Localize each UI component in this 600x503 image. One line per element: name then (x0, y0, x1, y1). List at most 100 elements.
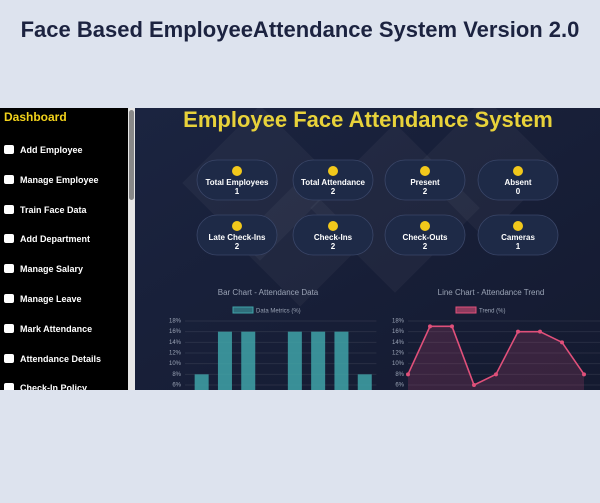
stat-card[interactable] (196, 159, 278, 201)
y-tick-label: 14% (392, 340, 405, 346)
scroll-thumb[interactable] (129, 110, 134, 200)
icon (4, 234, 14, 244)
sidebar-item[interactable]: Manage Salary (4, 264, 83, 274)
point (450, 324, 454, 329)
stat-card[interactable] (384, 214, 466, 256)
point (472, 383, 476, 387)
icon (4, 383, 14, 390)
point (538, 329, 542, 334)
card-value: 2 (331, 187, 336, 196)
icon (4, 353, 14, 363)
card-icon (513, 166, 523, 176)
sidebar-label: Manage Leave (20, 294, 82, 304)
legend-swatch (232, 306, 254, 314)
icon (4, 323, 14, 333)
card-value: 2 (235, 242, 240, 251)
y-tick-label: 14% (169, 340, 182, 346)
point (406, 372, 410, 377)
icon (4, 264, 14, 274)
card-label: Check-Outs (403, 233, 448, 242)
sidebar-item[interactable]: Attendance Details (4, 353, 102, 364)
bar (357, 374, 372, 390)
stat-card[interactable] (477, 214, 559, 256)
icon (4, 145, 14, 154)
card-label: Total Attendance (301, 178, 366, 187)
card-label: Absent (504, 178, 531, 187)
icon (4, 174, 14, 184)
card-label: Late Check-Ins (209, 233, 266, 242)
point (428, 324, 432, 329)
sidebar-item[interactable]: Train Face Data (4, 204, 87, 215)
sidebar-item[interactable]: Mark Attendance (4, 323, 93, 334)
bar (241, 331, 256, 390)
legend-swatch (455, 306, 477, 314)
bar (287, 331, 302, 390)
main-title: Employee Face Attendance System (183, 108, 553, 132)
card-value: 1 (235, 187, 240, 196)
y-tick-label: 8% (172, 372, 181, 378)
card-icon (513, 221, 523, 231)
card-label: Cameras (501, 233, 535, 242)
legend-label: Trend (%) (479, 309, 505, 315)
point (516, 329, 520, 334)
sidebar-item[interactable]: Add Department (4, 234, 90, 244)
y-tick-label: 6% (395, 383, 404, 389)
line-area (408, 326, 584, 390)
y-tick-label: 12% (392, 351, 405, 357)
bar (334, 331, 349, 390)
page-title: Face Based EmployeeAttendance System Ver… (20, 17, 580, 42)
scrollbar[interactable] (128, 108, 135, 390)
sidebar-label: Add Employee (20, 145, 83, 155)
sidebar-item[interactable]: Manage Employee (4, 174, 99, 185)
icon (4, 294, 14, 303)
sidebar-label: Attendance Details (20, 353, 102, 364)
card-value: 2 (423, 187, 428, 196)
chart-title: Line Chart - Attendance Trend (438, 288, 545, 297)
stat-card[interactable] (477, 159, 559, 201)
bar (194, 374, 209, 390)
stat-card[interactable] (292, 159, 374, 201)
sidebar-label: Mark Attendance (20, 323, 93, 334)
sidebar-item[interactable]: Manage Leave (4, 294, 82, 304)
y-tick-label: 18% (169, 319, 182, 325)
card-icon (328, 166, 338, 176)
bar (217, 331, 232, 390)
stat-card[interactable] (196, 214, 278, 256)
stat-card[interactable] (292, 214, 374, 256)
card-icon (328, 221, 338, 231)
y-tick-label: 18% (392, 319, 405, 325)
card-value: 0 (516, 187, 521, 196)
sidebar-item[interactable]: Check-In Policy (4, 383, 87, 390)
app-screenshot: Dashboard Add Employee Manage Employee Tra… (0, 108, 600, 390)
y-tick-label: 10% (392, 361, 405, 367)
sidebar-label: Add Department (20, 234, 91, 245)
y-tick-label: 16% (392, 329, 405, 335)
sidebar-label: Manage Salary (20, 264, 84, 275)
icon (4, 204, 14, 214)
dashboard-main: Employee Face Attendance System Total Em… (135, 108, 600, 390)
point (494, 372, 498, 377)
sidebar-title[interactable]: Dashboard (4, 110, 67, 124)
card-icon (420, 221, 430, 231)
legend-label: Data Metrics (%) (256, 309, 301, 315)
card-label: Total Employees (206, 178, 270, 187)
sidebar-item[interactable]: Add Employee (4, 145, 83, 155)
card-value: 1 (516, 242, 521, 251)
point (582, 372, 586, 377)
point (560, 340, 564, 345)
stat-card[interactable] (384, 159, 466, 201)
sidebar-label: Manage Employee (20, 174, 99, 185)
card-label: Present (410, 178, 440, 187)
sidebar: Dashboard Add Employee Manage Employee Tra… (0, 108, 128, 390)
card-icon (420, 166, 430, 176)
y-tick-label: 10% (169, 361, 182, 367)
card-value: 2 (423, 242, 428, 251)
y-tick-label: 12% (169, 351, 182, 357)
chart-title: Bar Chart - Attendance Data (218, 288, 319, 297)
y-tick-label: 8% (395, 372, 404, 378)
bar (311, 331, 326, 390)
y-tick-label: 16% (169, 329, 182, 335)
sidebar-label: Check-In Policy (20, 383, 88, 390)
y-tick-label: 6% (172, 383, 181, 389)
